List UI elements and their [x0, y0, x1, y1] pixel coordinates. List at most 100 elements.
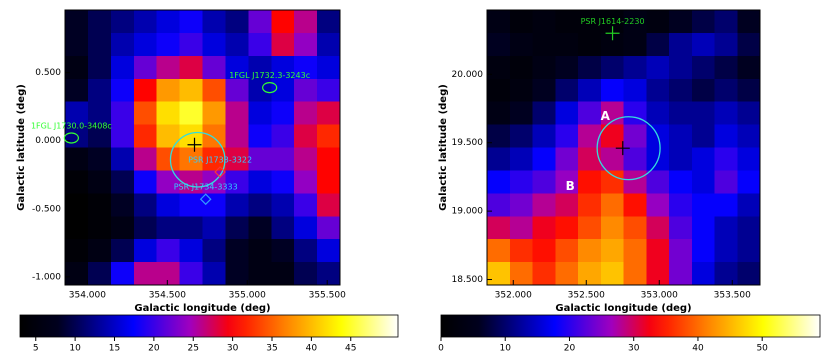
heat-cell — [532, 239, 556, 263]
heat-cell — [294, 239, 318, 263]
heat-cell — [179, 170, 203, 194]
heat-cell — [737, 55, 761, 80]
heat-cell — [202, 55, 226, 80]
x-tick-label: 352.500 — [568, 291, 605, 301]
heat-cell — [669, 170, 693, 194]
heat-cell — [202, 101, 226, 126]
heat-cell — [271, 78, 295, 103]
heat-cell — [487, 55, 511, 80]
heat-cell — [156, 78, 181, 103]
heat-cell — [156, 10, 181, 34]
x-tick-label: 353.500 — [714, 291, 751, 301]
x-tick-label: 353.000 — [641, 291, 678, 301]
heat-cell — [737, 170, 761, 194]
heat-cell — [714, 147, 738, 171]
heat-cell — [600, 10, 624, 34]
heat-cell — [225, 32, 249, 57]
x-axis-label: Galactic longitude (deg) — [555, 303, 691, 314]
heat-cell — [532, 10, 556, 34]
colorbar — [440, 314, 821, 338]
heat-cell — [225, 124, 249, 148]
colorbar-tick-label: 30 — [227, 344, 239, 354]
heat-cell — [578, 78, 602, 103]
heat-cell — [317, 147, 341, 171]
heat-cell — [737, 147, 761, 171]
heat-cell — [133, 193, 158, 217]
heat-cell — [317, 262, 341, 286]
heat-cell — [133, 239, 158, 263]
heat-cell — [317, 170, 341, 194]
y-tick-label: 19.500 — [452, 138, 484, 148]
heat-cell — [646, 193, 670, 217]
cross-marker — [605, 26, 620, 41]
heat-cell — [555, 10, 579, 34]
heat-cell — [578, 239, 602, 263]
heat-cell — [578, 193, 602, 217]
heat-cell — [578, 101, 602, 126]
heat-cell — [555, 32, 579, 57]
heat-cell — [225, 170, 249, 194]
heat-cell — [646, 101, 670, 126]
heat-cell — [110, 10, 135, 34]
heat-cell — [600, 239, 624, 263]
heat-cell — [179, 124, 203, 148]
heat-cell — [509, 216, 533, 240]
heat-cell — [691, 170, 715, 194]
heat-cell — [555, 55, 579, 80]
y-tick-label: 19.000 — [452, 207, 484, 217]
heat-cell — [646, 55, 670, 80]
heat-cell — [156, 193, 181, 217]
heat-cell — [65, 193, 89, 217]
heat-cell — [202, 32, 226, 57]
heat-cell — [600, 32, 624, 57]
x-tick-label: 355.500 — [309, 291, 346, 301]
heat-cell — [578, 262, 602, 286]
heat-cell — [248, 193, 272, 217]
heat-cell — [133, 101, 158, 126]
colorbar — [19, 314, 399, 338]
heat-cell — [225, 101, 249, 126]
heat-cell — [623, 101, 647, 126]
heat-cell — [669, 193, 693, 217]
heat-cell — [691, 147, 715, 171]
heat-cell — [110, 101, 135, 126]
heat-cell — [737, 101, 761, 126]
heat-cell — [65, 170, 89, 194]
heat-cell — [65, 216, 89, 240]
source-label: PSR J1614-2230 — [581, 17, 645, 26]
y-axis-label: Galactic latitude (deg) — [438, 84, 449, 211]
heat-cell — [646, 10, 670, 34]
heat-cell — [225, 78, 249, 103]
heat-cell — [202, 10, 226, 34]
heat-cell — [248, 124, 272, 148]
heat-cell — [509, 262, 533, 286]
heat-cell — [65, 78, 89, 103]
heat-cell — [532, 170, 556, 194]
colorbar-tick-label: 5 — [33, 344, 39, 354]
heat-cell — [714, 216, 738, 240]
colorbar-tick-label: 40 — [692, 344, 704, 354]
heat-cell — [600, 193, 624, 217]
heat-cell — [133, 10, 158, 34]
heat-cell — [646, 170, 670, 194]
heat-cell — [737, 32, 761, 57]
heat-cell — [294, 10, 318, 34]
heat-cell — [691, 10, 715, 34]
heat-cell — [156, 262, 181, 286]
y-tick-label: -0.500 — [32, 204, 61, 214]
heat-cell — [509, 239, 533, 263]
heat-cell — [555, 239, 579, 263]
source-label: PSR J1733-3322 — [188, 156, 252, 165]
heat-cell — [600, 216, 624, 240]
diamond-marker — [214, 166, 226, 178]
y-tick-label: 0.500 — [35, 68, 61, 78]
heat-cell — [317, 55, 341, 80]
heat-cell — [248, 262, 272, 286]
heat-cell — [714, 10, 738, 34]
heat-cell — [714, 78, 738, 103]
colorbar-tick-label: 30 — [628, 344, 640, 354]
heat-cell — [487, 216, 511, 240]
heat-cell — [509, 101, 533, 126]
heat-cell — [133, 32, 158, 57]
heat-cell — [532, 32, 556, 57]
